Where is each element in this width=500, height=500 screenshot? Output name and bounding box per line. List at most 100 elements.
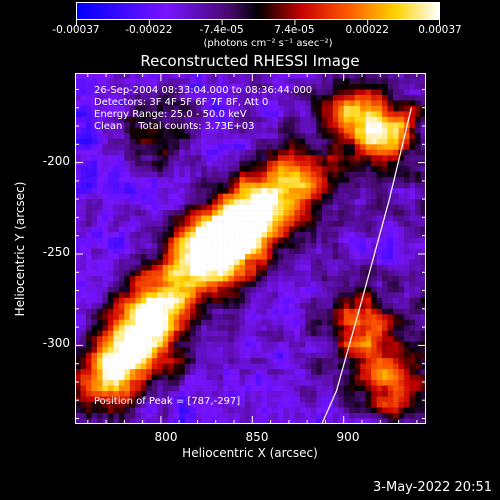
heatmap-cell xyxy=(272,297,279,304)
heatmap-cell xyxy=(135,253,142,260)
heatmap-cell xyxy=(85,369,92,375)
heatmap-cell xyxy=(382,281,388,288)
heatmap-cell xyxy=(179,226,185,233)
heatmap-cell xyxy=(239,286,246,293)
heatmap-cell xyxy=(157,149,164,156)
heatmap-cell xyxy=(261,193,268,200)
heatmap-cell xyxy=(184,347,191,353)
heatmap-cell xyxy=(140,232,147,238)
heatmap-cell xyxy=(393,330,399,337)
heatmap-cell xyxy=(354,374,361,381)
heatmap-cell xyxy=(305,259,312,266)
heatmap-cell xyxy=(272,270,279,277)
heatmap-cell xyxy=(332,133,339,140)
heatmap-cell xyxy=(190,319,196,326)
heatmap-cell xyxy=(234,127,240,134)
heatmap-cell xyxy=(190,297,196,304)
heatmap-cell xyxy=(283,171,290,178)
heatmap-cell xyxy=(179,264,185,271)
heatmap-cell xyxy=(234,253,240,260)
heatmap-cell xyxy=(332,314,339,321)
heatmap-cell xyxy=(206,171,213,178)
heatmap-cell xyxy=(140,297,147,304)
heatmap-cell xyxy=(404,237,410,244)
heatmap-cell xyxy=(332,402,339,408)
heatmap-cell xyxy=(228,94,235,101)
heatmap-cell xyxy=(162,210,169,216)
heatmap-cell xyxy=(420,336,426,343)
heatmap-cell xyxy=(75,319,81,326)
heatmap-cell xyxy=(261,396,268,403)
heatmap-cell xyxy=(371,193,377,200)
heatmap-cell xyxy=(75,171,81,178)
heatmap-cell xyxy=(190,138,196,145)
heatmap-cell xyxy=(404,297,410,304)
heatmap-cell xyxy=(107,83,114,90)
heatmap-cell xyxy=(80,78,87,85)
heatmap-cell xyxy=(360,138,366,145)
heatmap-cell xyxy=(294,160,301,167)
heatmap-cell xyxy=(294,369,301,375)
heatmap-cell xyxy=(195,100,202,107)
heatmap-cell xyxy=(190,358,196,364)
heatmap-cell xyxy=(266,264,273,271)
heatmap-cell xyxy=(146,352,153,359)
heatmap-cell xyxy=(124,138,131,145)
heatmap-cell xyxy=(234,270,240,277)
heatmap-cell xyxy=(250,259,257,266)
heatmap-cell xyxy=(162,133,169,140)
heatmap-cell xyxy=(162,380,169,386)
heatmap-cell xyxy=(415,193,421,200)
heatmap-cell xyxy=(201,199,207,205)
heatmap-cell xyxy=(376,111,383,118)
heatmap-cell xyxy=(288,363,295,370)
heatmap-cell xyxy=(283,374,290,381)
heatmap-cell xyxy=(255,358,262,364)
heatmap-cell xyxy=(168,144,175,151)
heatmap-cell xyxy=(217,155,224,162)
heatmap-cell xyxy=(80,358,87,364)
heatmap-cell xyxy=(168,330,175,337)
heatmap-cell xyxy=(266,259,273,266)
heatmap-cell xyxy=(261,116,268,123)
heatmap-cell xyxy=(404,160,410,167)
heatmap-cell xyxy=(201,418,207,424)
heatmap-cell xyxy=(234,105,240,112)
heatmap-cell xyxy=(376,407,383,414)
heatmap-cell xyxy=(91,89,98,96)
heatmap-cell xyxy=(184,73,191,79)
heatmap-cell xyxy=(409,166,416,173)
heatmap-cell xyxy=(140,374,147,381)
heatmap-cell xyxy=(277,391,284,397)
heatmap-cell xyxy=(371,341,377,348)
heatmap-cell xyxy=(162,199,169,205)
heatmap-cell xyxy=(415,73,421,79)
heatmap-cell xyxy=(212,138,218,145)
heatmap-cell xyxy=(415,105,421,112)
heatmap-cell xyxy=(343,127,350,134)
heatmap-cell xyxy=(354,396,361,403)
heatmap-cell xyxy=(173,116,180,123)
heatmap-cell xyxy=(321,94,328,101)
heatmap-cell xyxy=(80,391,87,397)
heatmap-cell xyxy=(146,297,153,304)
heatmap-cell xyxy=(371,210,377,216)
heatmap-cell xyxy=(294,78,301,85)
heatmap-cell xyxy=(305,319,312,326)
heatmap-cell xyxy=(75,105,81,112)
heatmap-cell xyxy=(360,418,366,424)
heatmap-cell xyxy=(398,407,405,414)
heatmap-cell xyxy=(321,281,328,288)
heatmap-cell xyxy=(354,199,361,205)
heatmap-cell xyxy=(107,221,114,227)
heatmap-cell xyxy=(387,133,394,140)
heatmap-cell xyxy=(96,418,103,424)
heatmap-cell xyxy=(371,78,377,85)
heatmap-cell xyxy=(398,78,405,85)
heatmap-cell xyxy=(228,325,235,332)
heatmap-cell xyxy=(294,352,301,359)
heatmap-cell xyxy=(305,237,312,244)
heatmap-cell xyxy=(113,402,120,408)
heatmap-cell xyxy=(96,380,103,386)
heatmap-cell xyxy=(277,396,284,403)
